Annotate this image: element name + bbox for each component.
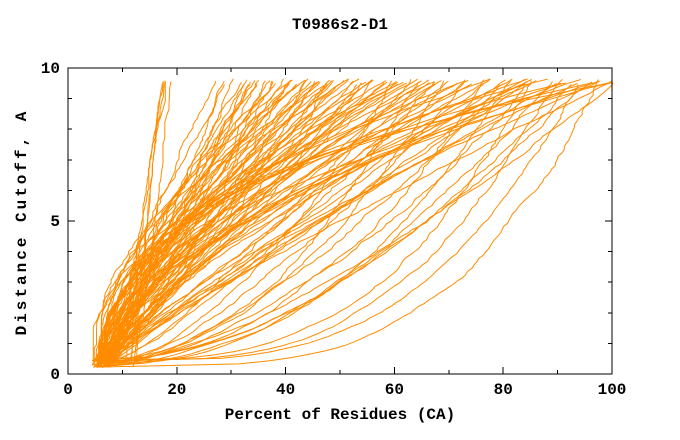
model-curve [108,83,578,364]
model-curve [109,78,533,362]
model-curve [101,78,548,361]
model-curve [98,79,582,368]
model-curve [103,82,614,365]
model-curve [98,82,613,367]
chart-title: T0986s2-D1 [291,16,388,34]
model-curve [98,80,225,362]
model-curve [101,80,465,363]
model-curve [91,79,306,366]
model-curve [108,78,513,366]
y-axis-label: Distance Cutoff, A [13,108,31,336]
model-curve [95,79,512,365]
model-curve [98,80,537,362]
model-curve [104,81,321,362]
y-tick-label: 10 [41,60,60,78]
x-axis-label: Percent of Residues (CA) [224,406,456,424]
model-curve [102,78,491,364]
model-curve [106,79,374,366]
model-curve [98,79,599,368]
model-curve [102,80,397,365]
model-curve [93,83,328,367]
x-tick-label: 40 [276,381,295,399]
model-curve [105,80,613,365]
model-curve [96,82,362,369]
model-curve [96,81,385,366]
model-curve [136,81,172,363]
x-tick-label: 80 [494,381,513,399]
x-tick-label: 20 [167,381,186,399]
x-tick-label: 0 [63,381,73,399]
model-curve [102,78,412,365]
model-curve [105,79,507,367]
y-tick-label: 0 [50,366,60,384]
model-curve [97,78,563,363]
x-tick-label: 60 [385,381,404,399]
model-curve [95,80,532,362]
model-curve [101,81,553,361]
x-tick-label: 100 [598,381,627,399]
model-curve [101,82,609,361]
model-curve [93,81,398,363]
y-tick-label: 5 [50,213,60,231]
model-curve [97,80,600,365]
model-curve [108,79,469,368]
model-curve [109,78,418,364]
model-curve [128,81,166,365]
model-curve [106,80,600,362]
model-curve [100,82,566,365]
model-curve [108,80,442,368]
model-curve [105,84,500,365]
